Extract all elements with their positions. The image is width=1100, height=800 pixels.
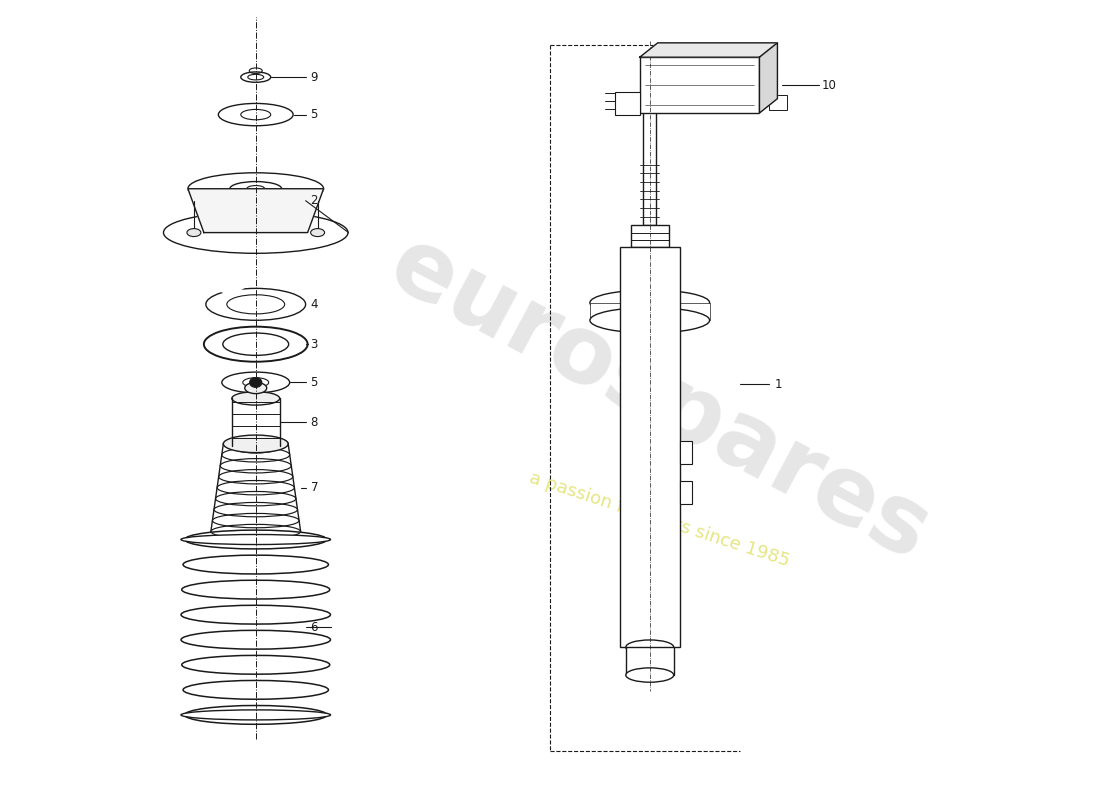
Text: 5: 5 [310,108,318,121]
Text: 2: 2 [310,194,318,207]
Bar [640,57,759,113]
Ellipse shape [187,229,201,237]
Bar [769,95,788,110]
Text: 1: 1 [774,378,782,390]
Ellipse shape [232,392,279,405]
Bar [626,647,673,675]
Bar [680,482,692,504]
Text: 4: 4 [310,298,318,311]
Ellipse shape [232,439,279,453]
Ellipse shape [590,290,710,315]
Bar [630,225,669,247]
Wedge shape [209,263,254,296]
Text: eurospares: eurospares [374,219,945,581]
Ellipse shape [626,668,673,682]
Text: 8: 8 [310,416,318,429]
Bar [619,247,680,647]
Ellipse shape [626,640,673,654]
Ellipse shape [590,307,710,333]
Bar [590,302,710,320]
Circle shape [250,378,262,387]
Ellipse shape [180,534,331,545]
Text: 7: 7 [310,481,318,494]
Ellipse shape [223,435,288,453]
Ellipse shape [310,229,324,237]
Polygon shape [640,43,778,57]
Ellipse shape [180,710,331,720]
Text: 5: 5 [310,376,318,389]
Bar [644,57,657,225]
Ellipse shape [245,382,266,394]
Text: 9: 9 [310,70,318,84]
Wedge shape [206,258,250,291]
Bar [615,92,640,114]
Text: a passion for parts since 1985: a passion for parts since 1985 [527,469,792,570]
Polygon shape [759,43,778,113]
Bar [680,442,692,464]
Text: 3: 3 [310,338,318,350]
Text: 10: 10 [822,78,836,91]
Text: 6: 6 [310,621,318,634]
Polygon shape [188,189,323,233]
